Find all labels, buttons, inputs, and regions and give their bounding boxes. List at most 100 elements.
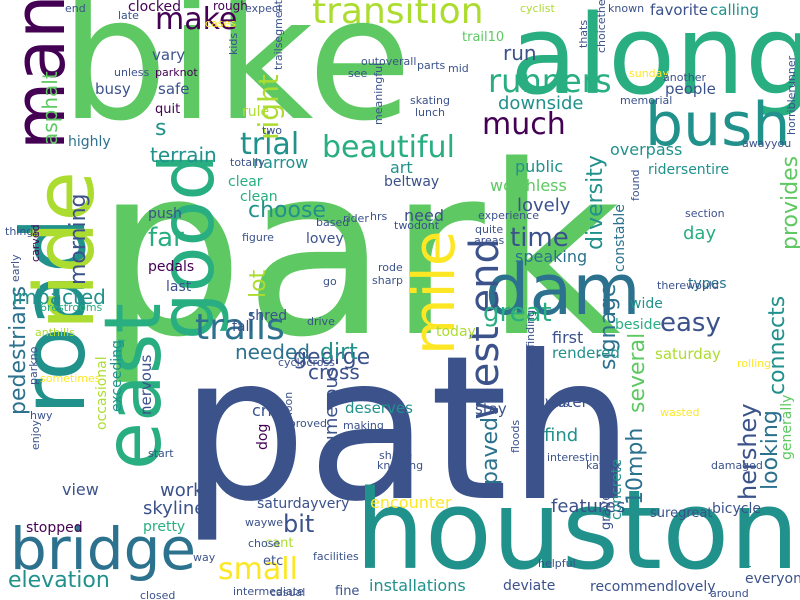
word-run: run — [503, 41, 537, 65]
word-calling: calling — [710, 1, 759, 19]
word-types: types — [688, 276, 727, 292]
word-view: view — [62, 480, 99, 499]
word-deviate: deviate — [503, 578, 556, 594]
word-parkno: parkno — [27, 346, 40, 385]
word-hershey: hershey — [734, 403, 762, 500]
word-great: great — [483, 298, 552, 328]
word-found: found — [629, 169, 642, 201]
word-horriblerunner: horriblerunner — [785, 55, 798, 135]
word-nervous: nervous — [137, 354, 155, 415]
word-overpass: overpass — [610, 140, 683, 159]
word-clocked: clocked — [128, 0, 181, 15]
word-provides: provides — [778, 155, 800, 250]
word-beside: beside — [615, 317, 662, 333]
word-terrain: terrain — [150, 143, 217, 167]
word-awayyou: awayyou — [742, 137, 792, 150]
word-beautiful: beautiful — [322, 130, 455, 165]
word-areas: areas — [474, 234, 505, 247]
word-lot: lot — [246, 269, 271, 298]
word-bicycle: bicycle — [712, 501, 761, 517]
word-helpful: helpful — [538, 557, 576, 570]
word-favorite: favorite — [650, 1, 708, 19]
word-cant: cant — [265, 536, 294, 551]
word-fine: fine — [335, 584, 360, 599]
word-known: known — [608, 2, 645, 15]
word-hrs: hrs — [370, 210, 388, 223]
word-wide: wide — [630, 296, 663, 312]
word-lovely: lovely — [517, 195, 571, 216]
word-path: path — [180, 313, 635, 546]
word-needed: needed — [235, 340, 310, 364]
word-asphalt: asphalt — [38, 71, 62, 145]
word-pedals: pedals — [148, 259, 195, 275]
word-recommendlovely: recommendlovely — [590, 579, 716, 595]
word-far: far — [148, 223, 184, 253]
word-bush: bush — [645, 90, 791, 160]
word-6restrooms: 6restrooms — [40, 301, 103, 314]
word-damaged: damaged — [711, 459, 763, 472]
word-afternoon: afternoon — [282, 391, 295, 445]
word-crisp: crisp — [252, 401, 291, 420]
word-dog: dog — [255, 423, 271, 450]
word-first: first — [552, 328, 584, 347]
word-installations: installations — [369, 576, 466, 595]
word-meaningful: meaningful — [372, 62, 385, 125]
word-rode: rode — [378, 261, 403, 274]
word-people: people — [665, 80, 716, 98]
word-sharp: sharp — [372, 274, 403, 287]
word-constable: constable — [612, 204, 628, 272]
word-transition: transition — [312, 0, 484, 32]
word-much: much — [482, 107, 566, 142]
word-morning: morning — [66, 193, 91, 285]
word-worthless: worthless — [490, 176, 567, 195]
word-last: last — [166, 279, 192, 295]
word-rolling: rolling — [737, 357, 772, 370]
word-things: things — [5, 225, 40, 238]
word-trails: trails — [195, 307, 285, 348]
word-numerous: numerous — [321, 367, 342, 458]
word-hwy: hwy — [30, 409, 53, 422]
word-highly: highly — [68, 134, 111, 150]
word-speaking: speaking — [515, 247, 588, 266]
word-rendered: rendered — [552, 344, 620, 362]
word-saturday: saturday — [655, 345, 721, 363]
word-connects: connects — [765, 295, 790, 395]
word-outoverall: outoverall — [361, 55, 417, 68]
word-need: need — [404, 206, 444, 225]
word-shred: shred — [248, 308, 288, 324]
word-features: features — [551, 496, 626, 517]
word-closed: closed — [140, 589, 176, 600]
word-based: based — [316, 216, 350, 229]
word-public: public — [515, 157, 564, 176]
word-paved: paved — [478, 417, 503, 485]
word-experience: experience — [478, 209, 539, 222]
word-vary: vary — [152, 46, 186, 64]
word-casual: casual — [270, 586, 306, 599]
word-early: early — [9, 254, 22, 282]
word-clean: clean — [240, 189, 278, 205]
word-easy: easy — [660, 308, 721, 338]
word-water: water — [545, 393, 588, 411]
word-occasional: occasional — [94, 356, 110, 430]
word-intermediate: intermediate — [233, 585, 304, 598]
word-stay: stay — [475, 400, 507, 418]
word-bit: bit — [283, 510, 315, 538]
word-skating: skating — [410, 94, 450, 107]
word-trail10: trail10 — [462, 30, 505, 45]
word-unless: unless — [114, 66, 150, 79]
word-lovey: lovey — [306, 231, 344, 247]
word-knowing: knowing — [377, 459, 424, 472]
word-quit: quit — [155, 102, 181, 117]
word-clear: clear — [228, 174, 263, 190]
word-two: two — [262, 124, 283, 137]
word-rule: rule — [242, 104, 270, 120]
word-beltway: beltway — [384, 174, 440, 190]
word-skyline: skyline — [143, 498, 206, 519]
word-diversity: diversity — [583, 155, 608, 250]
word-elevation: elevation — [8, 568, 110, 593]
word-cross: cross — [308, 360, 360, 384]
word-expect: expect — [245, 2, 283, 15]
word-improved: improved — [275, 417, 328, 430]
word-shape: shape — [379, 449, 413, 462]
word-safe: safe — [158, 80, 190, 98]
